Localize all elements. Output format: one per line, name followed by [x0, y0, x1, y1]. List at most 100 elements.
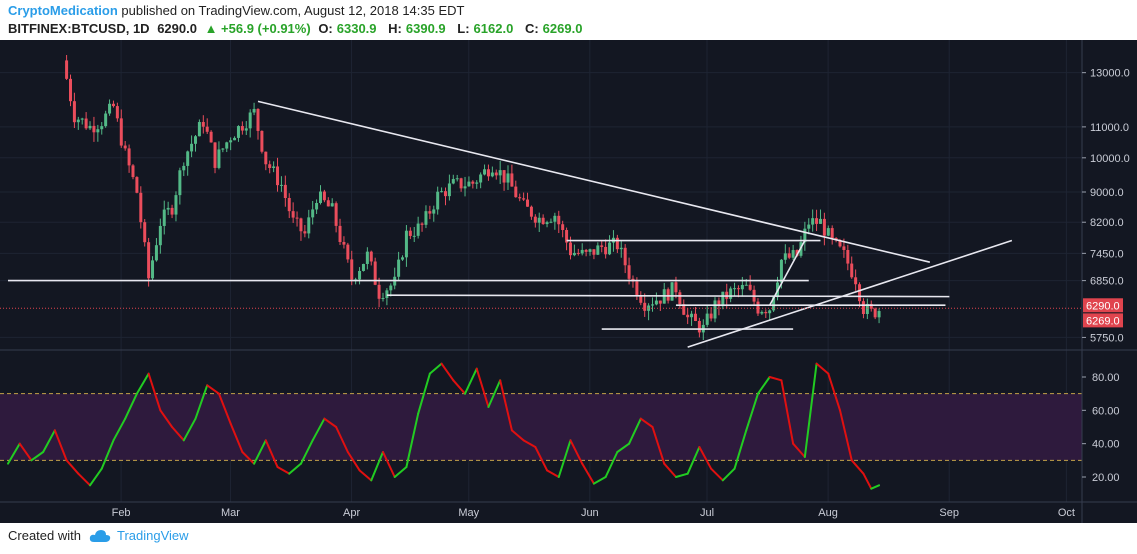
candle-body[interactable]: [416, 223, 420, 236]
candle-body[interactable]: [768, 310, 772, 314]
candle-body[interactable]: [248, 112, 252, 129]
candle-body[interactable]: [729, 288, 733, 299]
candle-body[interactable]: [115, 106, 119, 119]
candle-body[interactable]: [490, 172, 494, 177]
candle-body[interactable]: [182, 165, 186, 171]
candle-body[interactable]: [283, 184, 287, 198]
tradingview-link[interactable]: TradingView: [116, 528, 189, 543]
candle-body[interactable]: [190, 143, 194, 152]
candle-body[interactable]: [209, 131, 213, 143]
candle-body[interactable]: [291, 211, 295, 218]
trendline[interactable]: [768, 240, 806, 306]
candle-body[interactable]: [483, 169, 487, 175]
price-pane[interactable]: [0, 54, 1082, 348]
candle-body[interactable]: [303, 231, 307, 234]
candle-body[interactable]: [502, 170, 506, 183]
candle-body[interactable]: [795, 250, 799, 256]
candle-body[interactable]: [342, 241, 346, 245]
candle-body[interactable]: [365, 251, 369, 264]
candle-body[interactable]: [326, 200, 330, 207]
candle-body[interactable]: [623, 247, 627, 266]
candle-body[interactable]: [537, 217, 541, 223]
candle-body[interactable]: [401, 257, 405, 260]
candle-body[interactable]: [96, 129, 100, 133]
candle-body[interactable]: [108, 103, 112, 114]
candle-body[interactable]: [479, 174, 483, 183]
candle-body[interactable]: [233, 137, 237, 141]
candle-body[interactable]: [861, 301, 865, 314]
candle-body[interactable]: [565, 230, 569, 243]
candle-body[interactable]: [654, 300, 658, 305]
candle-body[interactable]: [92, 125, 96, 133]
candle-body[interactable]: [666, 289, 670, 301]
candle-body[interactable]: [186, 151, 190, 166]
candle-body[interactable]: [135, 177, 139, 193]
candle-body[interactable]: [686, 314, 690, 318]
candle-body[interactable]: [295, 217, 299, 219]
candle-body[interactable]: [68, 78, 72, 102]
candle-body[interactable]: [119, 118, 123, 146]
candle-body[interactable]: [838, 240, 842, 247]
candle-body[interactable]: [279, 184, 283, 186]
candle-body[interactable]: [315, 202, 319, 210]
candle-body[interactable]: [447, 183, 451, 197]
candle-body[interactable]: [717, 300, 721, 307]
candle-body[interactable]: [358, 270, 362, 280]
candle-body[interactable]: [213, 142, 217, 168]
trendline[interactable]: [386, 294, 950, 298]
candle-body[interactable]: [205, 126, 209, 132]
candle-body[interactable]: [615, 237, 619, 250]
candle-body[interactable]: [201, 122, 205, 127]
candle-body[interactable]: [549, 221, 553, 223]
candle-body[interactable]: [369, 251, 373, 262]
candle-body[interactable]: [572, 252, 576, 256]
candle-body[interactable]: [826, 228, 830, 236]
candle-body[interactable]: [815, 218, 819, 224]
candle-body[interactable]: [334, 203, 338, 226]
candle-body[interactable]: [76, 119, 80, 123]
candle-body[interactable]: [608, 242, 612, 255]
candle-body[interactable]: [463, 186, 467, 189]
candle-body[interactable]: [506, 173, 510, 183]
candle-body[interactable]: [104, 113, 108, 127]
candle-body[interactable]: [682, 304, 686, 315]
candle-body[interactable]: [311, 209, 315, 218]
candle-body[interactable]: [420, 223, 424, 225]
candle-body[interactable]: [561, 224, 565, 231]
candle-body[interactable]: [643, 302, 647, 311]
candle-body[interactable]: [158, 225, 162, 246]
candle-body[interactable]: [522, 198, 526, 200]
candle-body[interactable]: [389, 285, 393, 291]
candle-body[interactable]: [350, 259, 354, 280]
candle-body[interactable]: [604, 246, 608, 255]
candle-body[interactable]: [846, 249, 850, 264]
candle-body[interactable]: [307, 217, 311, 234]
candle-body[interactable]: [127, 148, 131, 166]
candle-body[interactable]: [322, 191, 326, 201]
candle-body[interactable]: [131, 165, 135, 178]
candle-body[interactable]: [412, 235, 416, 237]
candle-body[interactable]: [260, 130, 264, 152]
candle-body[interactable]: [807, 224, 811, 229]
candle-body[interactable]: [693, 313, 697, 321]
candle-body[interactable]: [740, 284, 744, 290]
candle-body[interactable]: [526, 199, 530, 207]
candle-body[interactable]: [221, 148, 225, 150]
candle-body[interactable]: [736, 288, 740, 290]
candle-body[interactable]: [596, 245, 600, 255]
candle-body[interactable]: [678, 292, 682, 305]
candle-body[interactable]: [713, 300, 717, 319]
candle-body[interactable]: [268, 164, 272, 169]
trendline[interactable]: [257, 100, 931, 263]
candle-body[interactable]: [635, 281, 639, 297]
candle-body[interactable]: [783, 253, 787, 260]
candle-body[interactable]: [408, 230, 412, 236]
candle-body[interactable]: [830, 228, 834, 239]
candle-body[interactable]: [272, 166, 276, 169]
candle-body[interactable]: [475, 182, 479, 184]
candle-body[interactable]: [842, 246, 846, 250]
candle-body[interactable]: [100, 126, 104, 130]
candle-body[interactable]: [764, 311, 768, 314]
candle-body[interactable]: [287, 197, 291, 212]
candle-body[interactable]: [772, 297, 776, 311]
